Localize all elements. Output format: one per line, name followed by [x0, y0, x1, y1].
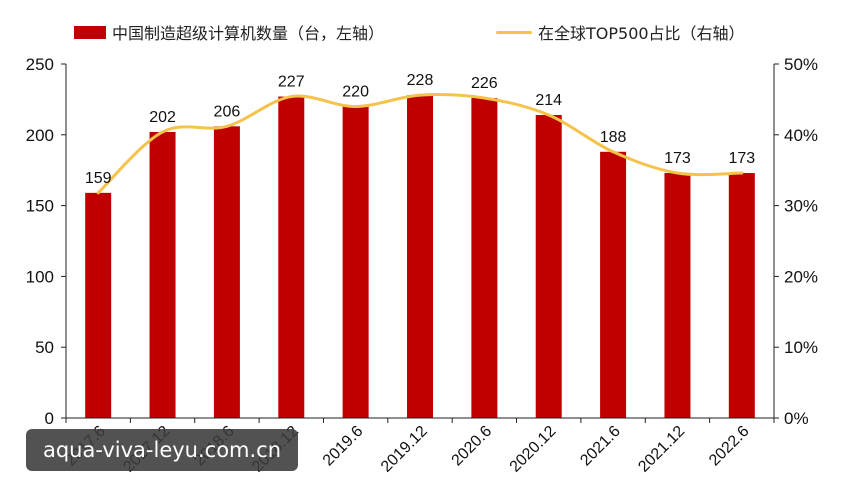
- data-label: 202: [149, 109, 176, 126]
- line-point: [289, 95, 293, 99]
- line-point: [418, 93, 422, 97]
- data-label: 173: [728, 150, 755, 167]
- left-tick-label: 50: [35, 338, 54, 357]
- right-tick-label: 50%: [784, 55, 818, 74]
- bar: [149, 131, 176, 418]
- line-point: [225, 124, 229, 128]
- x-tick-label: 2019.6: [320, 423, 367, 470]
- line-point: [547, 113, 551, 117]
- x-tick-label: 2019.12: [378, 423, 431, 476]
- bar: [407, 95, 433, 418]
- bar-series: [85, 95, 755, 419]
- data-label: 227: [278, 74, 305, 91]
- right-tick-label: 30%: [784, 197, 818, 216]
- data-label: 206: [214, 103, 241, 120]
- bar: [342, 106, 369, 418]
- left-tick-label: 150: [26, 197, 54, 216]
- x-tick-label: 2020.6: [449, 423, 496, 470]
- bar: [471, 97, 498, 418]
- line-point: [96, 191, 100, 195]
- watermark: aqua-viva-leyu.com.cn: [26, 429, 298, 471]
- data-labels: 159 202 206 227 220 228 226 214 188 173 173: [85, 72, 755, 187]
- right-tick-label: 20%: [784, 267, 818, 286]
- legend-bar-swatch: [74, 25, 106, 39]
- watermark-text: aqua-viva-leyu.com.cn: [42, 438, 282, 462]
- line-series: [96, 93, 744, 195]
- x-tick-label: 2020.12: [507, 423, 560, 476]
- data-label: 228: [407, 72, 434, 89]
- data-label: 226: [471, 75, 498, 92]
- legend-line-label: 在全球TOP500占比（右轴）: [538, 24, 745, 43]
- line-point: [482, 96, 486, 100]
- x-tick-label: 2022.6: [706, 423, 753, 470]
- data-label: 214: [535, 92, 562, 109]
- bar: [664, 173, 691, 418]
- left-tick-label: 200: [26, 126, 54, 145]
- legend-line: 在全球TOP500占比（右轴）: [496, 22, 745, 43]
- line-point: [675, 171, 679, 175]
- line-point: [161, 130, 165, 134]
- bar: [535, 114, 562, 418]
- x-tick-label: 2021.6: [577, 423, 624, 470]
- x-tick-label: 2021.12: [635, 423, 688, 476]
- bar: [85, 192, 112, 418]
- legend-line-swatch: [496, 30, 532, 34]
- line-point: [354, 104, 358, 108]
- left-tick-label: 0: [45, 409, 54, 428]
- bar: [278, 96, 305, 419]
- right-tick-label: 0%: [784, 409, 809, 428]
- left-tick-label: 250: [26, 55, 54, 74]
- line-point: [611, 150, 615, 154]
- data-label: 159: [85, 170, 112, 187]
- right-tick-label: 10%: [784, 338, 818, 357]
- left-tick-label: 100: [26, 267, 54, 286]
- data-label: 220: [342, 83, 369, 100]
- legend-bar: 中国制造超级计算机数量（台，左轴）: [74, 22, 385, 43]
- legend-bar-label: 中国制造超级计算机数量（台，左轴）: [112, 24, 385, 43]
- line-point: [740, 171, 744, 175]
- data-label: 173: [664, 150, 691, 167]
- right-tick-label: 40%: [784, 126, 818, 145]
- bar: [213, 126, 240, 418]
- bar: [728, 173, 755, 418]
- bar: [600, 151, 627, 419]
- data-label: 188: [600, 129, 627, 146]
